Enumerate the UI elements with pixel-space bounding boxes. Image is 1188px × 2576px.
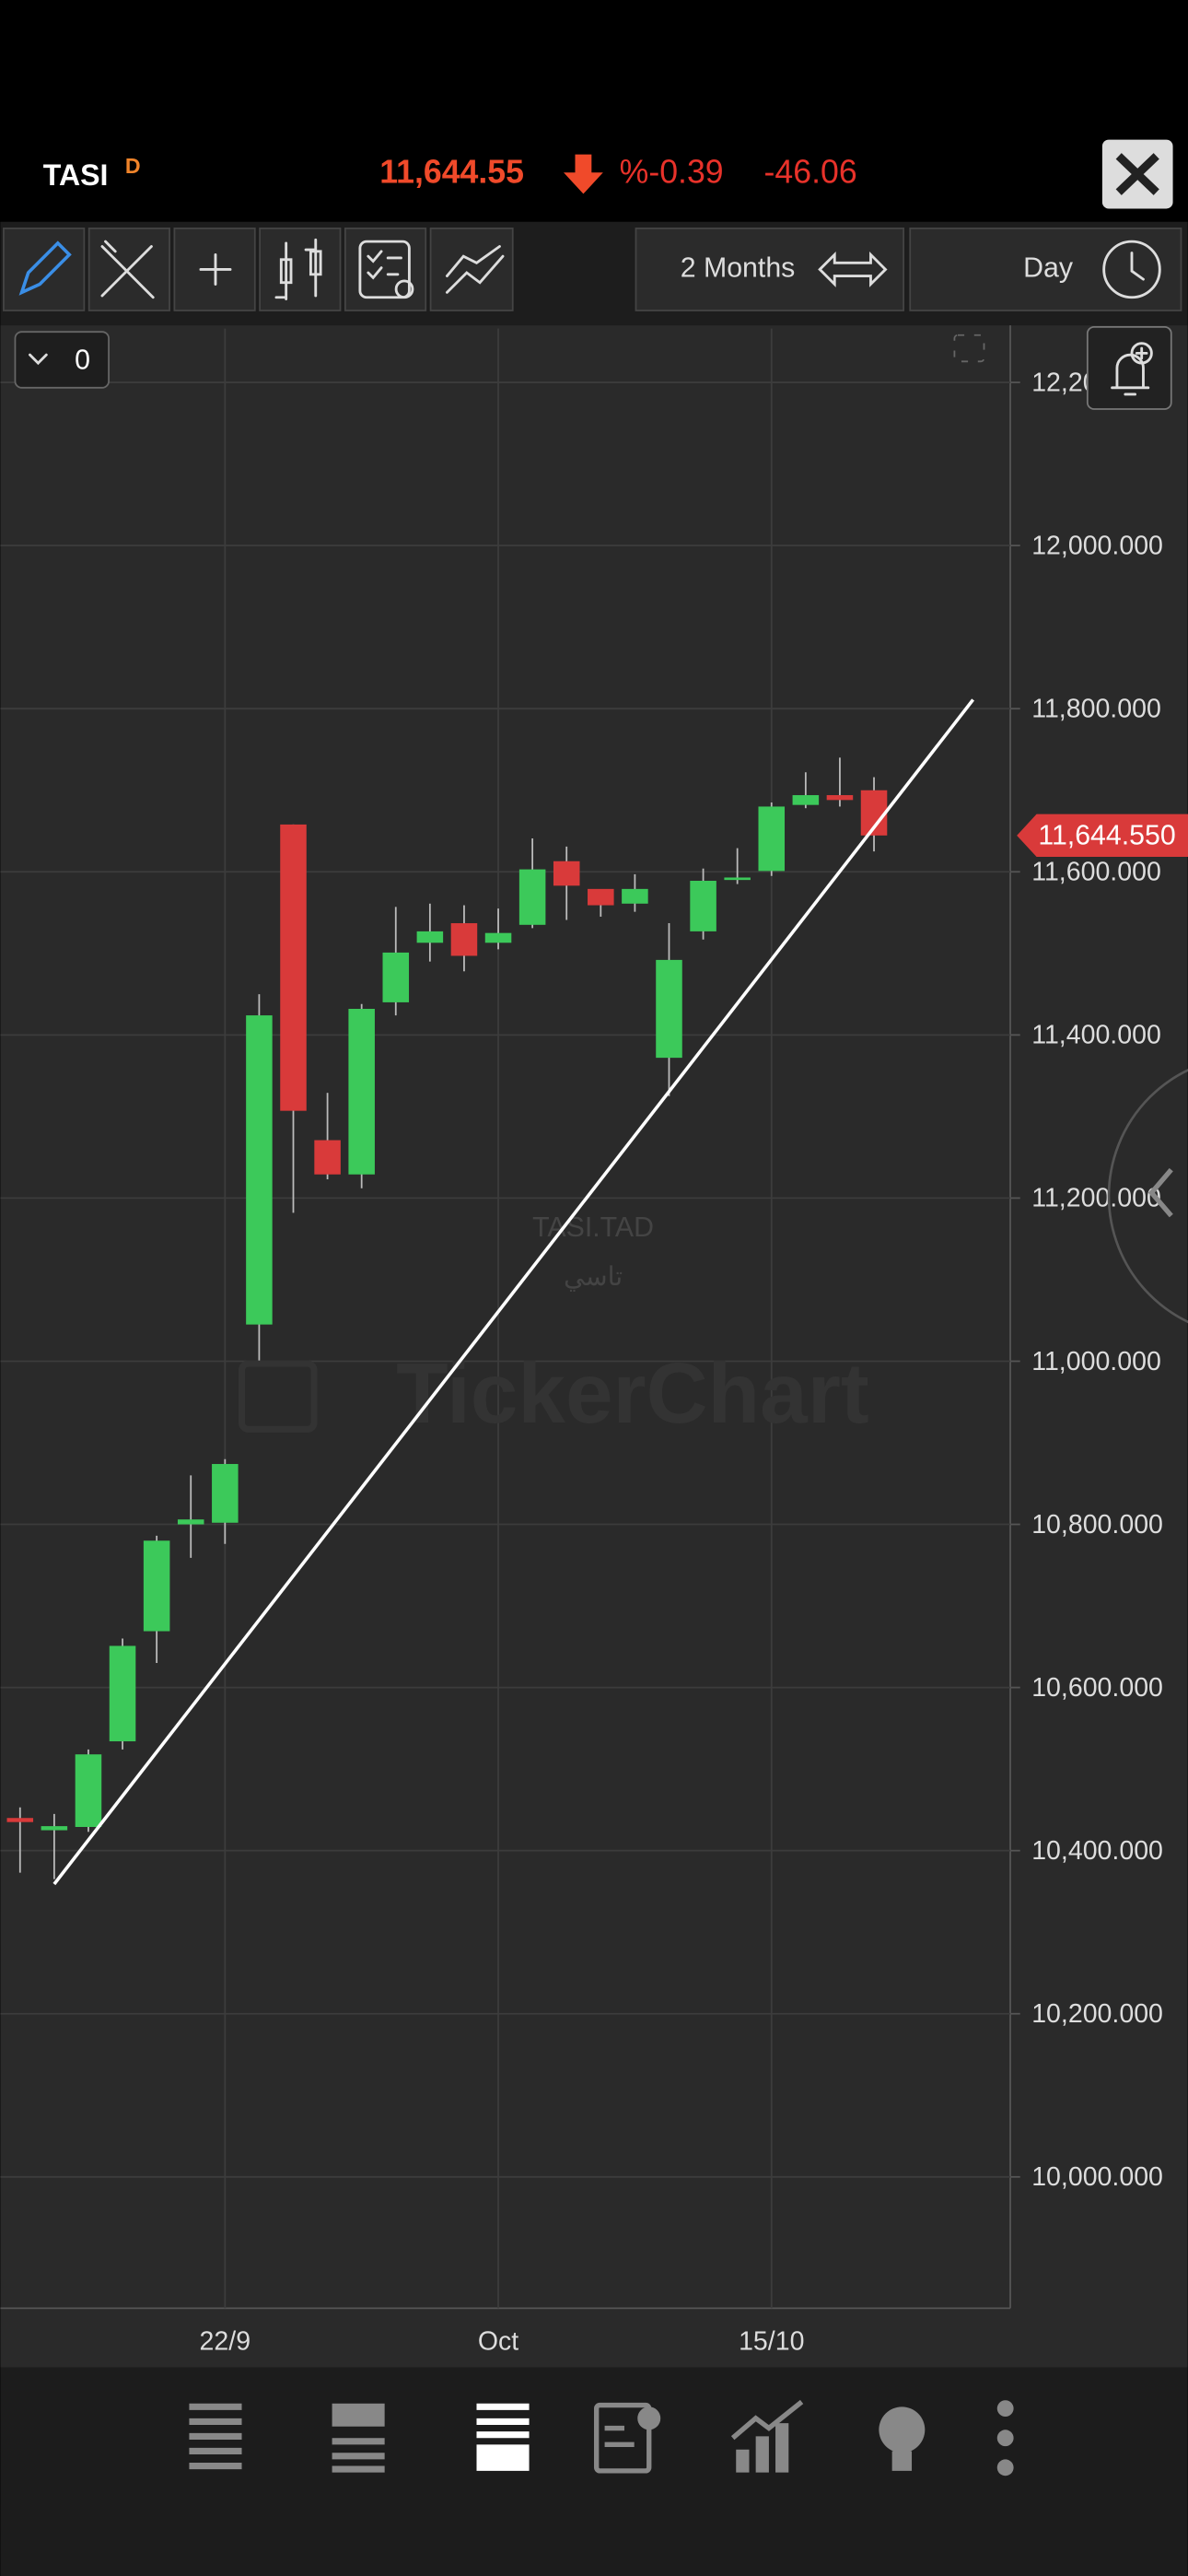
chart-area [0, 325, 1188, 2368]
compare[interactable] [429, 227, 514, 311]
candle-body [826, 795, 854, 801]
watermark-symbol: TASI.TAD [532, 1212, 654, 1243]
symbol: TASI [43, 158, 109, 192]
indicator-dropdown[interactable]: 0 [14, 331, 110, 389]
side-panel-handle[interactable] [1107, 1057, 1188, 1336]
y-tick-label: 11,800.000 [1031, 695, 1161, 724]
indicators[interactable] [344, 227, 427, 311]
last-price-tag [1017, 814, 1188, 858]
y-tick-label: 11,400.000 [1031, 1021, 1161, 1050]
interval-label: Day [1023, 252, 1074, 283]
candle-body [280, 824, 307, 1111]
candle-body [450, 923, 478, 956]
candle-body [758, 806, 786, 872]
y-tick-label: 10,400.000 [1031, 1836, 1163, 1866]
candle-body [6, 1818, 34, 1822]
last-price-label: 11,644.550 [1038, 821, 1175, 851]
down-arrow [564, 154, 603, 194]
change: -46.06 [764, 153, 857, 190]
watermark-brand: TickerChart [396, 1345, 869, 1441]
x-tick-label: 22/9 [200, 2326, 251, 2356]
candle-body [382, 952, 410, 1002]
plot: 11,644.550 [6, 698, 1188, 1886]
y-tick-label: 12,000.000 [1031, 531, 1163, 560]
candle-body [690, 881, 716, 931]
range-label: 2 Months [681, 252, 796, 283]
y-tick-label: 11,000.000 [1031, 1347, 1161, 1376]
candle-body [656, 959, 682, 1059]
period-flag: D [125, 154, 141, 178]
candle-body [177, 1519, 204, 1525]
nav-chart[interactable] [730, 2399, 804, 2473]
y-tick-label: 10,600.000 [1031, 1673, 1163, 1703]
candle-body [143, 1540, 170, 1632]
y-tick-label: 10,200.000 [1031, 1999, 1163, 2029]
side-panel-arrow [1147, 1167, 1173, 1218]
grid: 10,000.000 10,200.000 10,400.000 10,600.000… [0, 328, 1163, 2356]
change-percent: %-0.39 [620, 153, 724, 190]
nav-ideas[interactable] [879, 2406, 926, 2471]
bottom-nav [0, 2367, 1188, 2576]
y-tick-label: 10,000.000 [1031, 2162, 1163, 2192]
watermark-logo [238, 1360, 318, 1433]
candle-body [348, 1009, 375, 1175]
y-tick-label: 11,200.000 [1031, 1184, 1161, 1213]
candle-body [416, 931, 444, 943]
watermark-name: تاسي [564, 1262, 623, 1292]
nav-list-1[interactable] [189, 2403, 242, 2470]
candle-body [484, 932, 512, 943]
trendline [52, 698, 974, 1886]
close-button[interactable] [1101, 139, 1173, 209]
candle-body [724, 877, 751, 881]
candle-body [792, 795, 820, 805]
tools[interactable] [87, 227, 170, 311]
candle-body [314, 1140, 341, 1175]
nav-list-2[interactable] [332, 2403, 385, 2473]
fullscreen[interactable] [953, 334, 985, 363]
x-tick-label: Oct [478, 2326, 518, 2356]
nav-report[interactable] [594, 2402, 661, 2474]
y-tick-label: 10,800.000 [1031, 1510, 1163, 1540]
x-tick-label: 15/10 [739, 2326, 804, 2356]
y-tick-label: 11,600.000 [1031, 858, 1161, 887]
candle-body [553, 861, 580, 886]
draw-tool[interactable] [3, 227, 86, 311]
candle-body [622, 888, 648, 904]
candle-body [109, 1645, 136, 1742]
candle-body [246, 1015, 273, 1325]
candle-body [41, 1826, 68, 1831]
indicator-count: 0 [75, 345, 90, 375]
nav-list-3[interactable] [476, 2403, 530, 2471]
last-price: 11,644.55 [379, 153, 524, 190]
crosshair[interactable] [173, 227, 256, 311]
alert-button[interactable] [1086, 325, 1172, 410]
candle-body [212, 1464, 239, 1523]
nav-more[interactable] [996, 2400, 1014, 2476]
candle-body [518, 869, 546, 925]
candle-body [588, 888, 614, 906]
interval-button[interactable]: Day [909, 227, 1182, 311]
range-button[interactable]: 2 Months [635, 227, 905, 311]
chart-type[interactable] [259, 227, 342, 311]
candle-body [75, 1754, 102, 1827]
